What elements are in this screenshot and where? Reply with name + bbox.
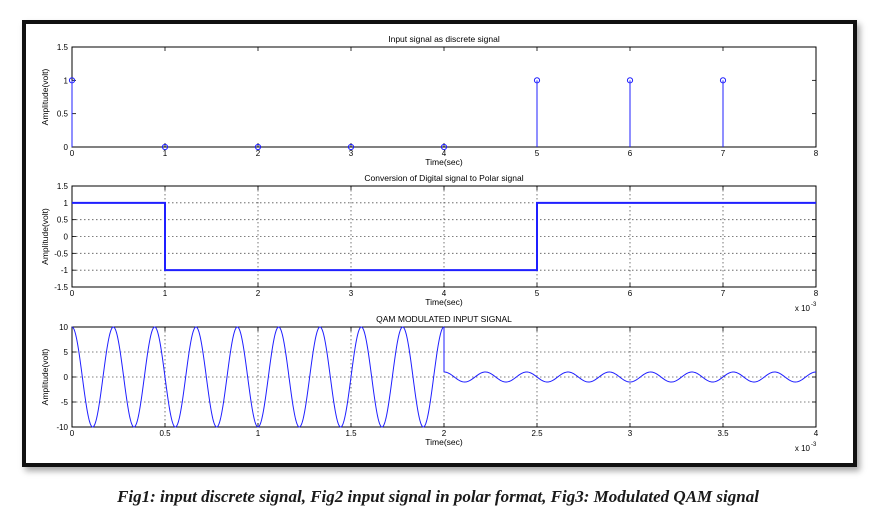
x-tick-label: 6 bbox=[628, 149, 633, 158]
qam-signal-segment bbox=[71, 326, 445, 428]
chart-title: Input signal as discrete signal bbox=[388, 34, 500, 44]
y-tick-label: 1.5 bbox=[57, 182, 69, 191]
y-axis-label: Amplitude(volt) bbox=[40, 208, 50, 265]
x-scale-exponent: -3 bbox=[811, 302, 817, 308]
stem-marker bbox=[626, 77, 634, 84]
stem-marker bbox=[440, 143, 448, 151]
y-tick-label: -10 bbox=[56, 423, 68, 432]
x-tick-label: 5 bbox=[535, 149, 540, 158]
x-tick-label: 2 bbox=[256, 149, 261, 158]
x-tick-label: 6 bbox=[628, 289, 633, 298]
qam-signal-segment bbox=[443, 371, 817, 383]
x-tick-label: 2 bbox=[442, 429, 447, 438]
y-tick-label: 1 bbox=[64, 199, 69, 208]
subplot-3: 0 0.5 1 1.5 2 2.5 3 3.5 4 -10 -5 0 5 10 QAM MODULATED … bbox=[40, 314, 819, 453]
x-tick-label: 7 bbox=[721, 149, 726, 158]
x-scale-exponent: -3 bbox=[811, 442, 817, 448]
stem-marker bbox=[68, 77, 76, 84]
x-tick-label: 2.5 bbox=[531, 429, 543, 438]
figure-frame bbox=[22, 20, 857, 467]
y-tick-label: -1 bbox=[61, 266, 69, 275]
x-tick-label: 0 bbox=[70, 149, 75, 158]
x-tick-label: 1.5 bbox=[345, 429, 357, 438]
subplot-1: 0 1 2 3 4 5 6 7 8 0 0.5 1 1.5 Input signal as discret… bbox=[40, 34, 819, 167]
stem-marker bbox=[161, 143, 169, 151]
y-tick-label: 0 bbox=[64, 143, 69, 152]
stem-marker bbox=[254, 143, 262, 151]
x-tick-label: 3 bbox=[628, 429, 633, 438]
y-tick-label: -0.5 bbox=[54, 249, 68, 258]
y-tick-label: 0 bbox=[64, 233, 69, 242]
y-tick-label: 1 bbox=[64, 76, 69, 85]
x-tick-label: 1 bbox=[256, 429, 261, 438]
stem-marker bbox=[347, 143, 355, 151]
x-tick-label: 4 bbox=[442, 289, 447, 298]
x-tick-label: 8 bbox=[814, 149, 819, 158]
y-axis-label: Amplitude(volt) bbox=[40, 348, 50, 405]
x-tick-label: 1 bbox=[163, 289, 168, 298]
y-tick-label: 5 bbox=[64, 348, 69, 357]
x-tick-label: 3 bbox=[349, 149, 354, 158]
y-tick-label: -1.5 bbox=[54, 283, 68, 292]
x-scale-label: x 10 bbox=[795, 444, 811, 453]
stem-marker bbox=[719, 77, 727, 84]
x-tick-label: 0 bbox=[70, 289, 75, 298]
stem-marker bbox=[533, 77, 541, 84]
x-axis-label: Time(sec) bbox=[425, 157, 463, 167]
x-tick-label: 3 bbox=[349, 289, 354, 298]
axes-box bbox=[71, 46, 817, 148]
y-tick-label: 0.5 bbox=[57, 110, 69, 119]
y-axis-label: Amplitude(volt) bbox=[40, 68, 50, 125]
subplot-2: 0 1 2 3 4 5 6 7 8 -1.5 -1 -0.5 0 0.5 1 1.5 Conversion of… bbox=[40, 173, 819, 313]
figure-caption: Fig1: input discrete signal, Fig2 input … bbox=[117, 487, 759, 506]
x-tick-label: 4 bbox=[442, 149, 447, 158]
polar-signal-line bbox=[72, 201, 816, 272]
x-tick-label: 0 bbox=[70, 429, 75, 438]
y-tick-label: 1.5 bbox=[57, 43, 69, 52]
x-tick-label: 7 bbox=[721, 289, 726, 298]
x-axis-label: Time(sec) bbox=[425, 297, 463, 307]
y-tick-label: -5 bbox=[61, 398, 69, 407]
y-tick-label: 0 bbox=[64, 373, 69, 382]
y-tick-label: 0.5 bbox=[57, 216, 69, 225]
x-tick-label: 5 bbox=[535, 289, 540, 298]
x-scale-label: x 10 bbox=[795, 304, 811, 313]
x-tick-label: 1 bbox=[163, 149, 168, 158]
chart-title: Conversion of Digital signal to Polar si… bbox=[364, 173, 523, 183]
x-axis-label: Time(sec) bbox=[425, 437, 463, 447]
y-tick-label: 10 bbox=[59, 323, 68, 332]
chart-title: QAM MODULATED INPUT SIGNAL bbox=[376, 314, 512, 324]
x-tick-label: 3.5 bbox=[717, 429, 729, 438]
x-tick-label: 8 bbox=[814, 289, 819, 298]
x-tick-label: 4 bbox=[814, 429, 819, 438]
x-tick-label: 0.5 bbox=[159, 429, 171, 438]
x-tick-label: 2 bbox=[256, 289, 261, 298]
